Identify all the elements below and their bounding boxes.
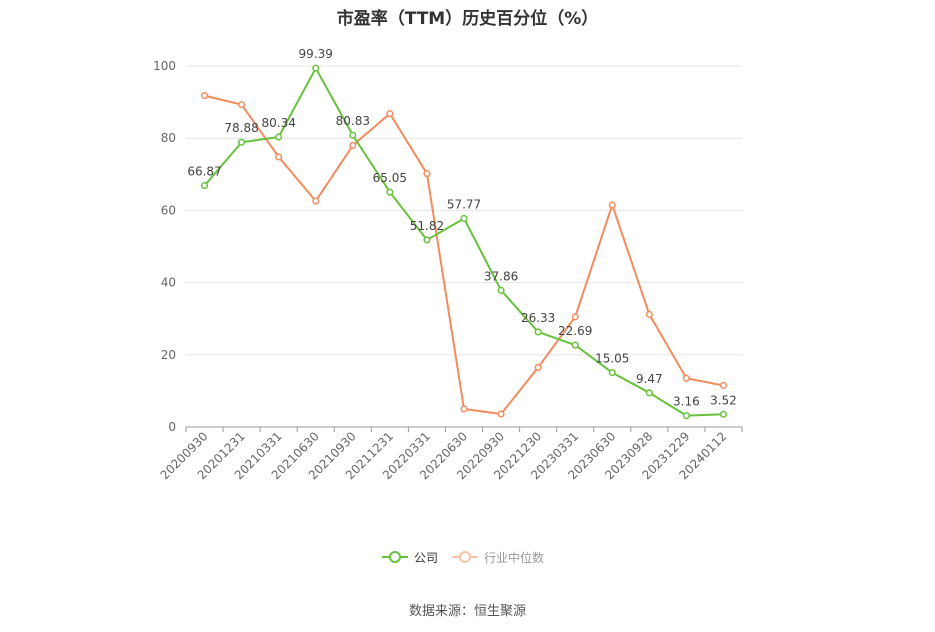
data-point: [312, 64, 320, 72]
legend-company-icon: [382, 551, 408, 563]
data-label: 51.82: [410, 219, 444, 233]
series-lines: [200, 64, 728, 420]
data-point: [200, 182, 209, 190]
data-point: [460, 214, 468, 223]
series-line-industry: [204, 94, 724, 416]
data-point: [349, 131, 357, 139]
data-point: [645, 389, 653, 397]
data-point: [460, 405, 468, 413]
legend: 公司 行业中位数: [382, 546, 558, 568]
data-point: [349, 141, 357, 149]
data-point: [200, 92, 209, 100]
data-labels: 66.87 78.88 80.34 99.39 80.83 65.05 51.8257.77…: [187, 47, 736, 408]
data-point: [645, 310, 653, 318]
data-point: [275, 133, 283, 141]
data-point: [238, 101, 246, 109]
y-tick-label: 40: [161, 276, 176, 290]
data-point: [497, 410, 505, 418]
data-label: 80.34: [261, 116, 295, 130]
data-point: [238, 138, 246, 146]
y-tick-label: 60: [161, 203, 176, 217]
data-label: 3.52: [710, 393, 737, 407]
legend-item-industry[interactable]: 行业中位数: [452, 549, 544, 566]
data-point: [608, 201, 616, 209]
data-point: [423, 236, 431, 244]
data-label: 66.87: [187, 165, 221, 179]
data-point: [608, 369, 616, 377]
data-point: [497, 286, 505, 294]
data-label: 78.88: [224, 121, 258, 135]
data-point: [534, 328, 542, 336]
y-tick-label: 100: [153, 59, 176, 73]
data-point: [719, 381, 728, 390]
data-label: 9.47: [636, 372, 663, 386]
data-label: 65.05: [373, 171, 407, 185]
data-point: [423, 170, 431, 178]
data-point: [312, 197, 320, 205]
data-label: 57.77: [447, 197, 481, 211]
data-label: 22.69: [558, 324, 592, 338]
data-point: [275, 153, 283, 161]
y-tick-label: 20: [161, 348, 176, 362]
data-point: [682, 412, 690, 420]
data-point: [682, 374, 690, 382]
legend-industry-label: 行业中位数: [484, 550, 545, 565]
legend-industry-icon: [452, 551, 479, 563]
grid-lines: [186, 65, 742, 356]
data-label: 80.83: [336, 114, 370, 128]
data-label: 99.39: [299, 47, 333, 61]
data-point: [571, 341, 579, 349]
data-point: [719, 410, 728, 418]
data-label: 3.16: [673, 395, 700, 409]
data-label: 15.05: [595, 352, 629, 366]
data-label: 26.33: [521, 311, 555, 325]
data-point: [534, 363, 542, 371]
legend-item-company[interactable]: 公司: [382, 549, 438, 566]
data-point: [386, 110, 394, 118]
data-point: [571, 313, 579, 321]
chart-title: 市盈率（TTM）历史百分位（%）: [336, 9, 599, 29]
data-source: 数据来源：恒生聚源: [408, 604, 526, 619]
data-label: 37.86: [484, 269, 518, 283]
y-tick-label: 80: [161, 131, 176, 145]
y-tick-label: 0: [168, 420, 176, 434]
data-point: [386, 188, 394, 196]
legend-company-label: 公司: [414, 550, 439, 565]
